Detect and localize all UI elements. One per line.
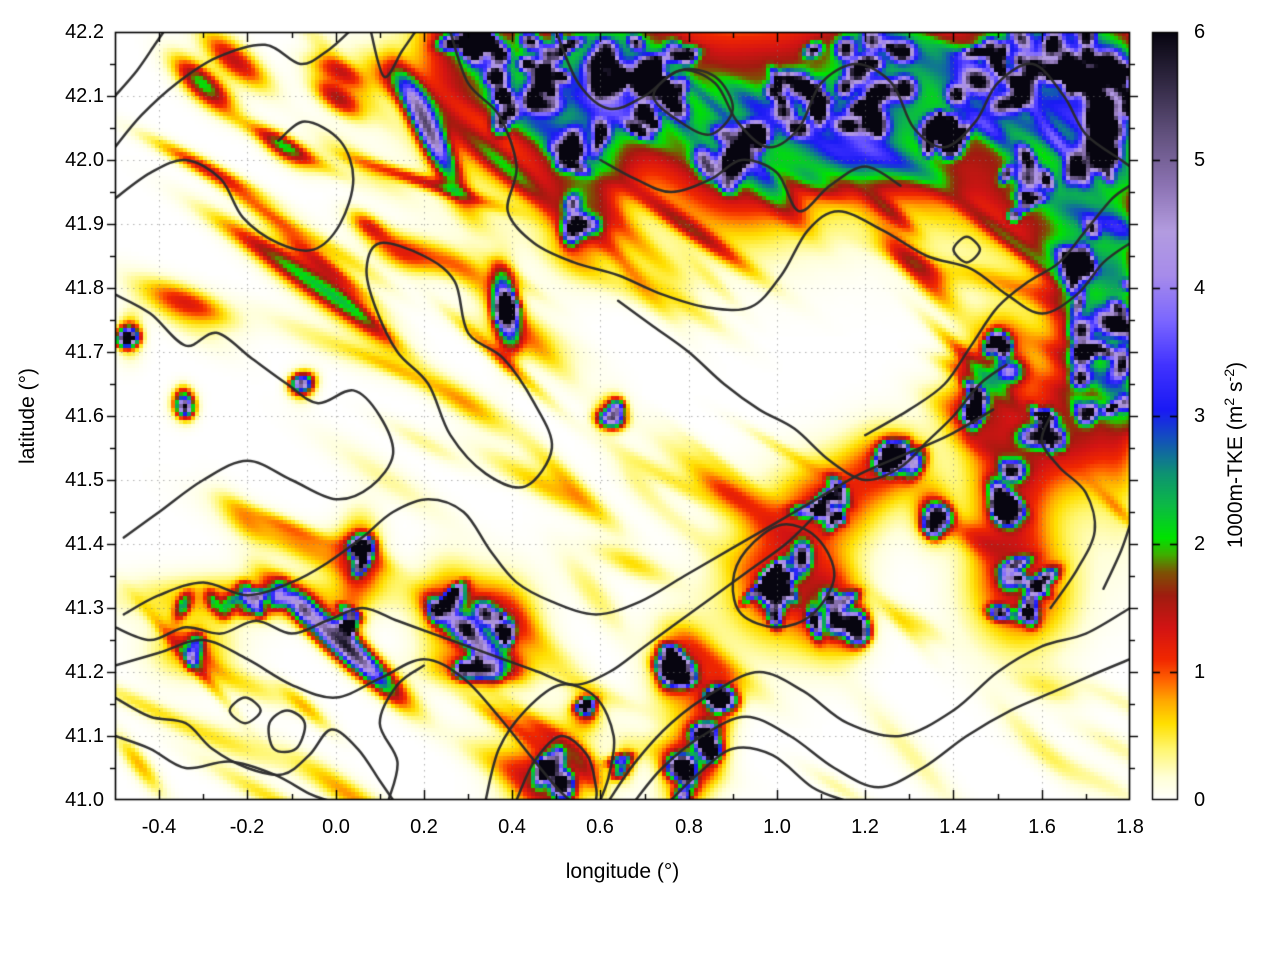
colorbar-title-superscript: 2 (1222, 397, 1238, 406)
colorbar-title-superscript: -2 (1222, 368, 1238, 382)
colorbar-tick-label: 2 (1194, 533, 1206, 555)
x-tick-label: 0.6 (586, 816, 614, 838)
colorbar-title-text: ) (1224, 361, 1247, 369)
colorbar-title-text: 1000m-TKE (m (1224, 405, 1247, 549)
colorbar-tick-label: 5 (1194, 149, 1206, 171)
colorbar-tick-label: 1 (1194, 661, 1206, 683)
x-tick-label: 1.6 (1028, 816, 1056, 838)
x-tick-label: 1.4 (939, 816, 967, 838)
y-tick-label: 41.5 (65, 469, 104, 491)
x-tick-label: 0.8 (675, 816, 703, 838)
colorbar-tick-label: 6 (1194, 21, 1206, 43)
x-tick-label: 0.0 (322, 816, 350, 838)
x-tick-label: -0.4 (141, 816, 177, 838)
y-tick-label: 41.9 (65, 213, 104, 235)
colorbar-title-text: s (1224, 381, 1247, 398)
x-tick-label: 1.8 (1116, 816, 1144, 838)
y-tick-label: 41.0 (65, 789, 104, 811)
x-axis-title: longitude (°) (565, 860, 680, 883)
y-tick-label: 41.8 (65, 277, 104, 299)
colorbar-title: 1000m-TKE (m2 s-2) (1222, 361, 1248, 549)
y-tick-label: 41.6 (65, 405, 104, 427)
y-tick-label: 41.1 (65, 725, 104, 747)
colorbar-tick-label: 0 (1194, 789, 1206, 811)
y-tick-label: 41.4 (65, 533, 104, 555)
x-tick-label: 1.2 (851, 816, 879, 838)
y-axis-title: latitude (°) (16, 368, 39, 464)
x-tick-label: 0.4 (498, 816, 526, 838)
x-tick-label: 1.0 (763, 816, 791, 838)
y-tick-label: 41.3 (65, 597, 104, 619)
x-tick-label: 0.2 (410, 816, 438, 838)
colorbar-tick-label: 4 (1194, 277, 1206, 299)
y-tick-label: 42.1 (65, 85, 104, 107)
y-tick-label: 41.2 (65, 661, 104, 683)
colorbar-tick-label: 3 (1194, 405, 1206, 427)
y-tick-label: 42.0 (65, 149, 104, 171)
y-tick-label: 41.7 (65, 341, 104, 363)
x-tick-label: -0.2 (229, 816, 265, 838)
y-tick-label: 42.2 (65, 21, 104, 43)
